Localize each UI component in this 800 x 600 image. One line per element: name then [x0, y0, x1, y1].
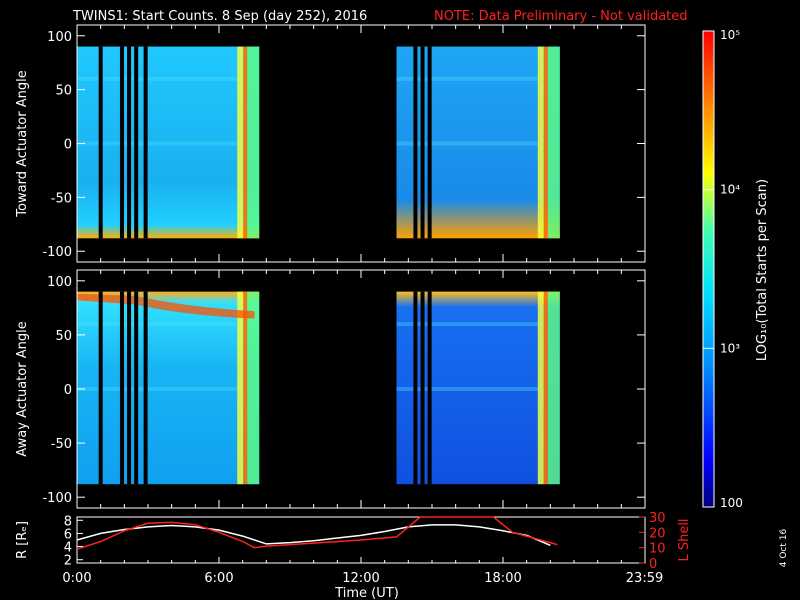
data-gap [134, 291, 139, 485]
heatmap-block [77, 291, 260, 485]
y-tick-label-right: 30 [649, 511, 666, 526]
y-tick-label: -50 [51, 191, 72, 206]
date-stamp: 4 Oct 16 [779, 528, 789, 567]
heatmap-stripe [396, 76, 538, 81]
data-gap [413, 46, 418, 239]
y-tick-label-right: 10 [649, 542, 666, 557]
x-axis-label: Time (UT) [334, 586, 399, 600]
heatmap-block [77, 46, 260, 239]
colorbar-tick-label: 10⁵ [720, 28, 740, 42]
heatmap-stripe [77, 387, 238, 391]
heatmap-edge-band [543, 291, 548, 485]
data-gap [420, 46, 425, 239]
heatmap-stripe [77, 141, 238, 146]
heatmap-edge-band [237, 291, 244, 485]
heatmap-edge-band [243, 46, 248, 239]
y-axis-label: Toward Actuator Angle [15, 70, 30, 217]
y-tick-label-right: 0 [649, 557, 657, 572]
heatmap-edge-band [247, 291, 260, 485]
colorbar-tick-label: 10⁴ [720, 183, 740, 197]
y-tick-label: 6 [64, 527, 72, 542]
y-tick-label: -100 [42, 491, 72, 506]
y-tick-label: 0 [64, 383, 72, 398]
heatmap-edge-band [243, 291, 248, 485]
y-axis-label-left: R [Rₑ] [15, 521, 30, 559]
colorbar [702, 30, 715, 508]
x-tick-label: 23:59 [626, 571, 663, 586]
y-tick-label: 50 [55, 84, 72, 99]
y-tick-label: 100 [47, 30, 72, 45]
y-tick-label-right: 20 [649, 526, 666, 541]
data-gap [127, 291, 132, 485]
heatmap-stripe [396, 141, 538, 146]
colorbar-tick-label: 10³ [720, 341, 740, 355]
data-gap [98, 291, 103, 485]
heatmap-edge-band [543, 46, 548, 239]
heatmap-edge-band [547, 291, 560, 485]
y-tick-label: -50 [51, 437, 72, 452]
colorbar-ticks: 100 10³ 10⁴ 10⁵ [703, 28, 743, 510]
y-axis-label-right: L Shell [677, 518, 692, 561]
data-gap [143, 291, 148, 485]
data-gap [143, 46, 148, 239]
chart-note: NOTE: Data Preliminary - Not validated [434, 9, 688, 24]
y-tick-label: 4 [64, 541, 72, 556]
heatmap-stripe [396, 322, 538, 327]
data-gap [420, 291, 425, 485]
data-gap [134, 46, 139, 239]
data-gap [119, 46, 124, 239]
y-axis-label: Away Actuator Angle [15, 321, 30, 456]
heatmap-edge-band [537, 46, 544, 239]
y-tick-label: 8 [64, 514, 72, 529]
chart-title: TWINS1: Start Counts. 8 Sep (day 252), 2… [72, 9, 367, 24]
y-tick-label: 2 [64, 554, 72, 569]
data-gap [427, 46, 432, 239]
colorbar-tick-label: 100 [720, 496, 743, 510]
heatmap-edge-band [537, 291, 544, 485]
x-tick-label: 18:00 [484, 571, 521, 586]
x-tick-labels: 0:00 6:00 12:00 18:00 23:59 [62, 571, 663, 586]
y-tick-label: 0 [64, 138, 72, 153]
data-gap [119, 291, 124, 485]
heatmap-edge-band [547, 46, 560, 239]
x-tick-label: 12:00 [342, 571, 379, 586]
colorbar-label: LOG₁₀(Total Starts per Scan) [755, 179, 770, 361]
series-radius-line [76, 524, 551, 546]
heatmap-edge-band [247, 46, 260, 239]
x-tick-label: 0:00 [62, 571, 91, 586]
heatmap-stripe [396, 387, 538, 391]
data-gap [413, 291, 418, 485]
data-gap [427, 291, 432, 485]
data-gap [127, 46, 132, 239]
y-tick-label: 50 [55, 329, 72, 344]
data-gap [98, 46, 103, 239]
y-tick-label: 100 [47, 275, 72, 290]
series-lshell-line [76, 516, 558, 550]
heatmap-stripe [77, 322, 238, 327]
x-tick-label: 6:00 [204, 571, 233, 586]
heatmap-stripe [77, 76, 238, 81]
y-tick-label: -100 [42, 245, 72, 260]
heatmap-edge-band [237, 46, 244, 239]
